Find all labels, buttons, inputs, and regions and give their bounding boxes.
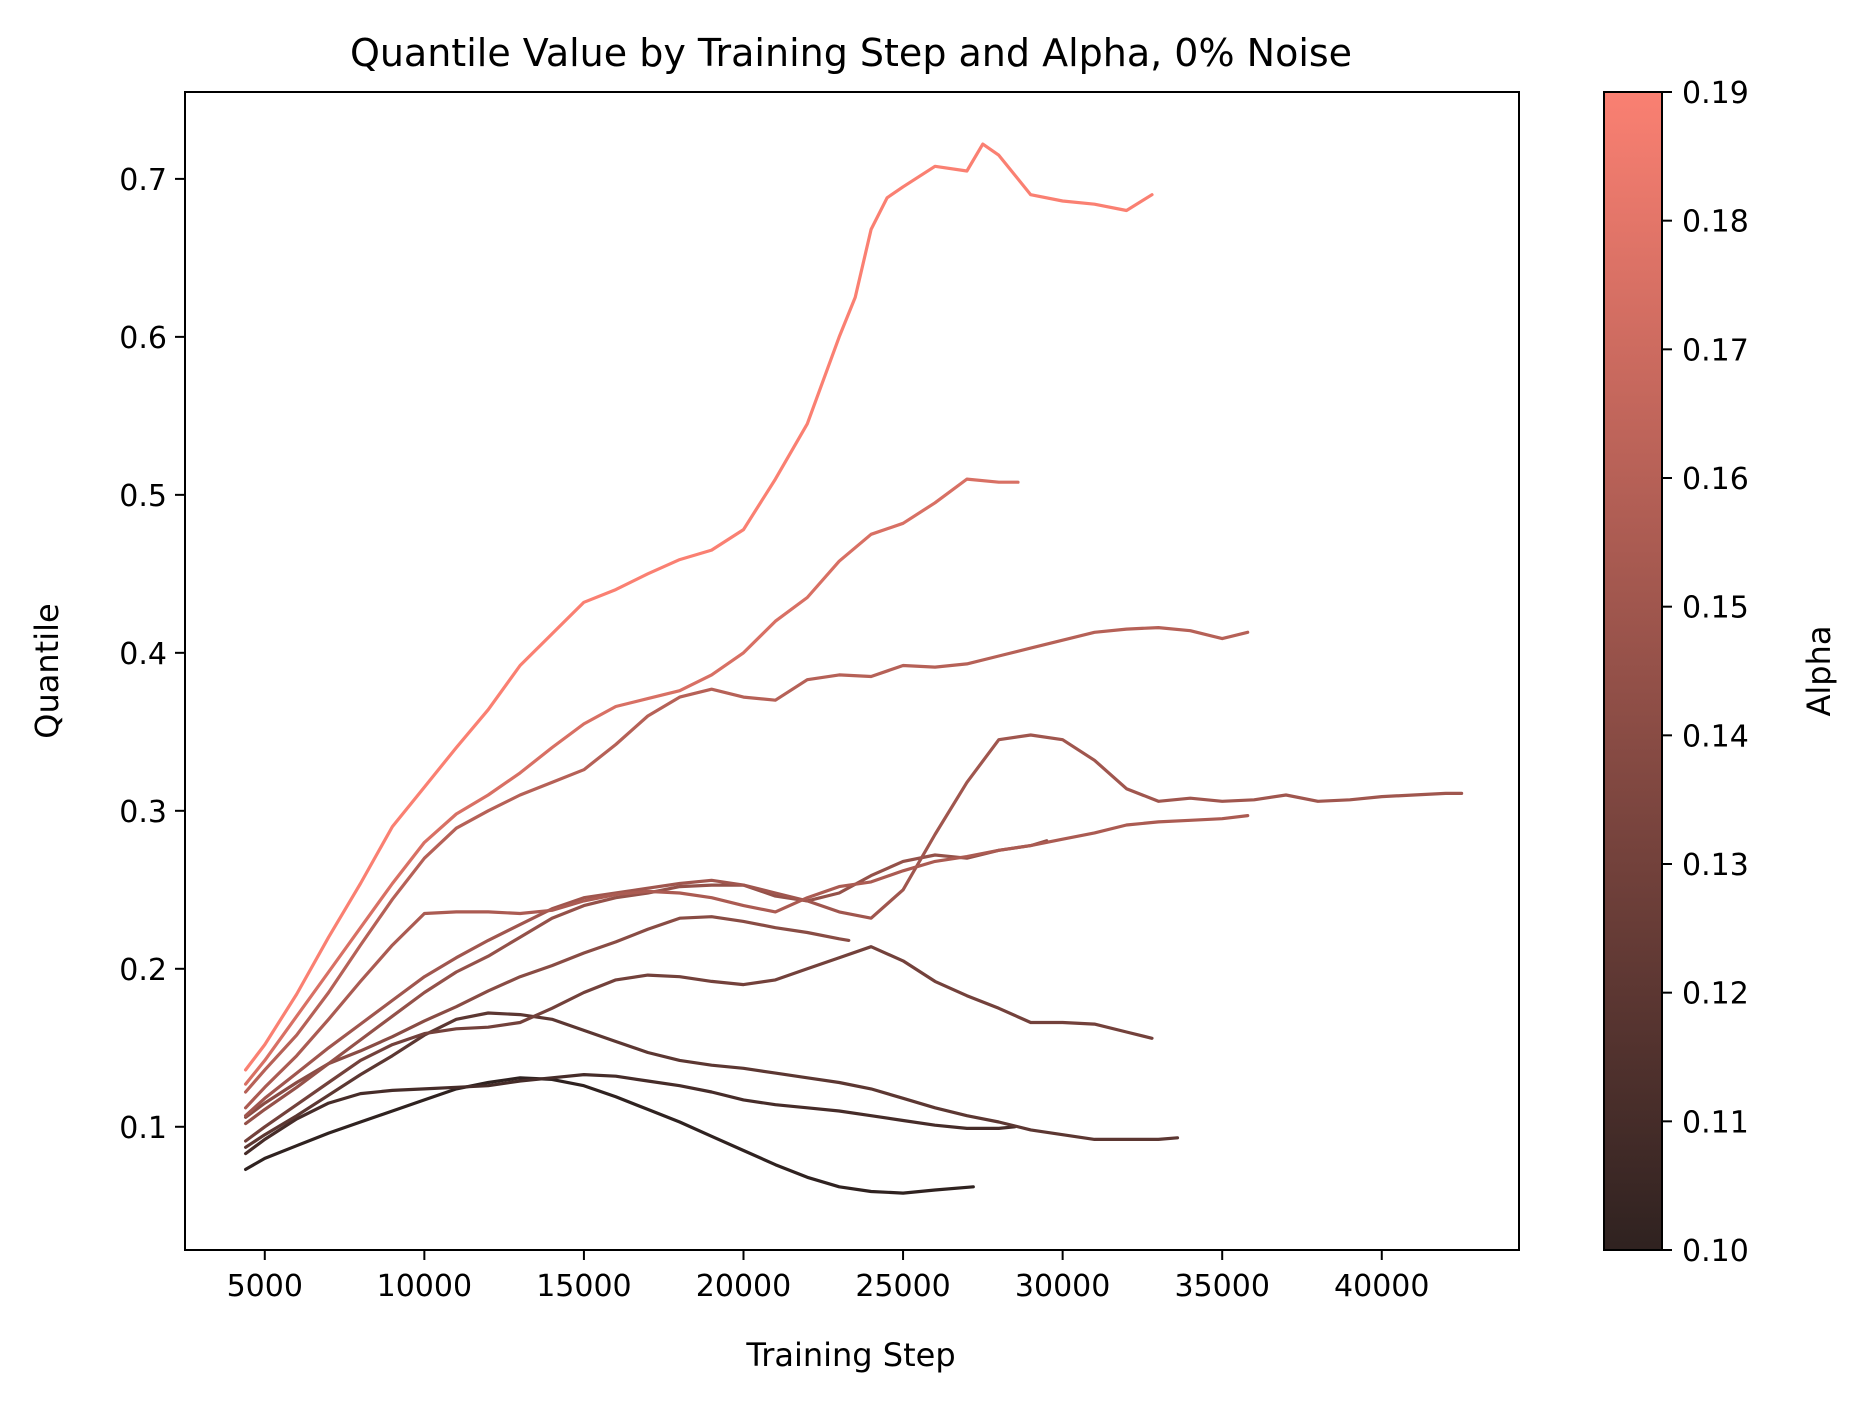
series-line-9 — [244, 625, 1250, 1094]
y-axis-title: Quantile — [28, 603, 66, 738]
y-tick-label: 0.4 — [119, 637, 167, 672]
series-line-7 — [244, 733, 1464, 1118]
colorbar-tick-label: 0.10 — [1682, 1234, 1749, 1269]
colorbar-tick-label: 0.11 — [1682, 1105, 1749, 1140]
colorbar-tick-label: 0.18 — [1682, 205, 1749, 240]
colorbar-tick-label: 0.12 — [1682, 977, 1749, 1012]
plot-frame — [184, 91, 1520, 1251]
colorbar-gradient — [1603, 91, 1663, 1251]
y-tick-label: 0.2 — [119, 953, 167, 988]
series-line-8 — [244, 813, 1250, 1110]
series-line-4 — [244, 945, 1154, 1143]
x-tick-label: 25000 — [855, 1269, 950, 1304]
y-tick-label: 0.1 — [119, 1111, 167, 1146]
colorbar-tick-label: 0.13 — [1682, 848, 1749, 883]
colorbar: 0.10 0.11 0.12 0.13 0.14 0.15 0.16 0.17 0.18 0.19… — [1603, 76, 1838, 1269]
colorbar-title: Alpha — [1800, 626, 1838, 717]
series-line-10 — [244, 477, 1020, 1086]
colorbar-ticks: 0.10 0.11 0.12 0.13 0.14 0.15 0.16 0.17 0.18 0.19 — [1662, 76, 1749, 1269]
series-line-11 — [244, 142, 1154, 1072]
series-line-1 — [244, 1076, 975, 1195]
colorbar-tick-label: 0.14 — [1682, 719, 1749, 754]
x-axis: 5000 10000 15000 20000 25000 30000 35000 40000 — [227, 1250, 1429, 1304]
x-tick-label: 15000 — [536, 1269, 631, 1304]
y-tick-label: 0.6 — [119, 321, 167, 356]
x-tick-label: 35000 — [1174, 1269, 1269, 1304]
series-line-2 — [244, 1072, 1017, 1156]
x-axis-title: Training Step — [745, 1336, 955, 1374]
chart-title: Quantile Value by Training Step and Alph… — [350, 31, 1352, 75]
colorbar-tick-label: 0.16 — [1682, 462, 1749, 497]
colorbar-tick-label: 0.15 — [1682, 591, 1749, 626]
y-tick-label: 0.7 — [119, 163, 167, 198]
series-line-3 — [244, 1011, 1180, 1149]
y-tick-label: 0.5 — [119, 479, 167, 514]
x-tick-label: 20000 — [696, 1269, 791, 1304]
x-tick-label: 30000 — [1015, 1269, 1110, 1304]
series-layer — [244, 142, 1464, 1195]
y-tick-label: 0.3 — [119, 795, 167, 830]
x-tick-label: 10000 — [377, 1269, 472, 1304]
series-line-5 — [244, 915, 851, 1119]
colorbar-tick-label: 0.19 — [1682, 76, 1749, 111]
colorbar-tick-label: 0.17 — [1682, 333, 1749, 368]
x-tick-label: 5000 — [227, 1269, 303, 1304]
x-tick-label: 40000 — [1334, 1269, 1429, 1304]
y-axis: 0.1 0.2 0.3 0.4 0.5 0.6 0.7 — [119, 163, 185, 1146]
